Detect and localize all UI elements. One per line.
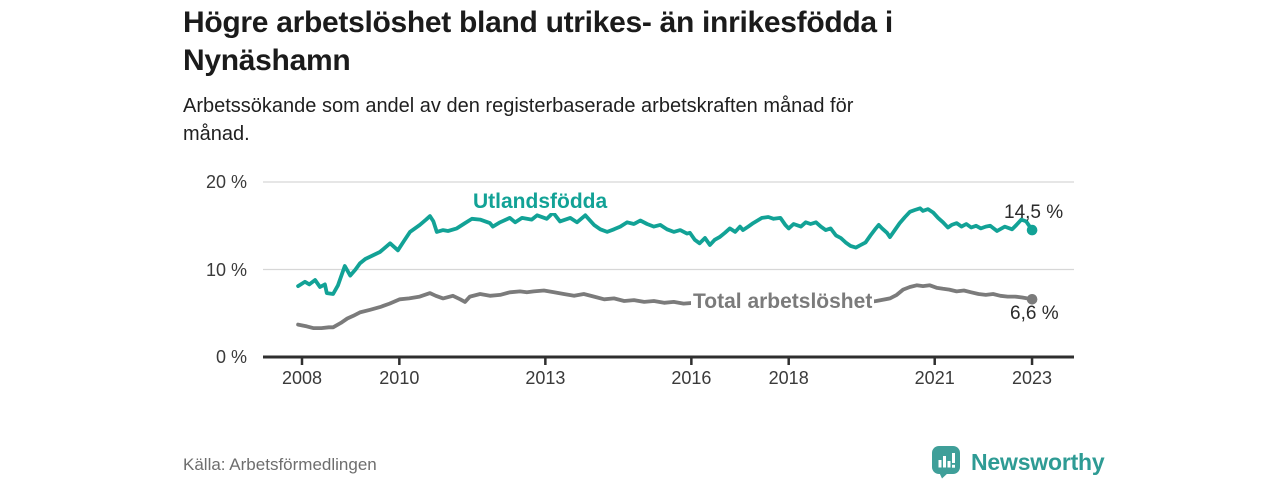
logo-exclamation-stick [952,453,955,463]
y-tick-label: 20 % [205,172,247,192]
x-tick-label: 2018 [768,368,809,388]
page-title-line1: Högre arbetslöshet bland utrikes- än inr… [183,6,893,39]
newsworthy-logo: Newsworthy [931,445,1105,479]
logo-bar-3 [947,461,951,468]
series-end-dot-total [1026,294,1038,305]
x-tick-label: 2010 [379,368,420,388]
series-end-dot-utlandsfodda [1026,224,1038,236]
chart-subtitle-line1: Arbetssökande som andel av den registerb… [183,95,854,117]
page-title-line2: Nynäshamn [183,44,351,77]
logo-exclamation-dot [952,464,955,468]
page-title: Högre arbetslöshet bland utrikes- än inr… [183,4,1113,80]
x-tick-label: 2021 [914,368,955,388]
series-label-utlandsfodda: Utlandsfödda [471,190,610,213]
newsworthy-logo-icon [932,446,960,479]
source-note: Källa: Arbetsförmedlingen [183,455,377,474]
end-value-label-utlandsfodda: 14,5 % [1004,202,1064,223]
logo-bubble-tail [939,472,949,479]
x-tick-label: 2008 [281,368,323,388]
logo-bar-1 [938,460,942,468]
y-tick-label: 10 % [205,259,247,280]
newsworthy-logo-text: Newsworthy [971,448,1105,475]
logo-bar-2 [943,456,946,468]
series-line-utlandsfodda [296,206,1034,296]
x-tick-label: 2013 [525,368,566,388]
series-label-total-arbetsloshet: Total arbetslöshet [691,290,875,313]
y-tick-label: 0 % [215,347,247,367]
chart-subtitle-line2: månad. [183,123,250,145]
chart-subtitle: Arbetssökande som andel av den registerb… [183,92,1083,148]
x-tick-label: 2023 [1012,368,1053,388]
x-tick-label: 2016 [671,368,712,388]
end-value-label-total: 6,6 % [1010,303,1059,324]
series-line-total [296,283,1034,331]
